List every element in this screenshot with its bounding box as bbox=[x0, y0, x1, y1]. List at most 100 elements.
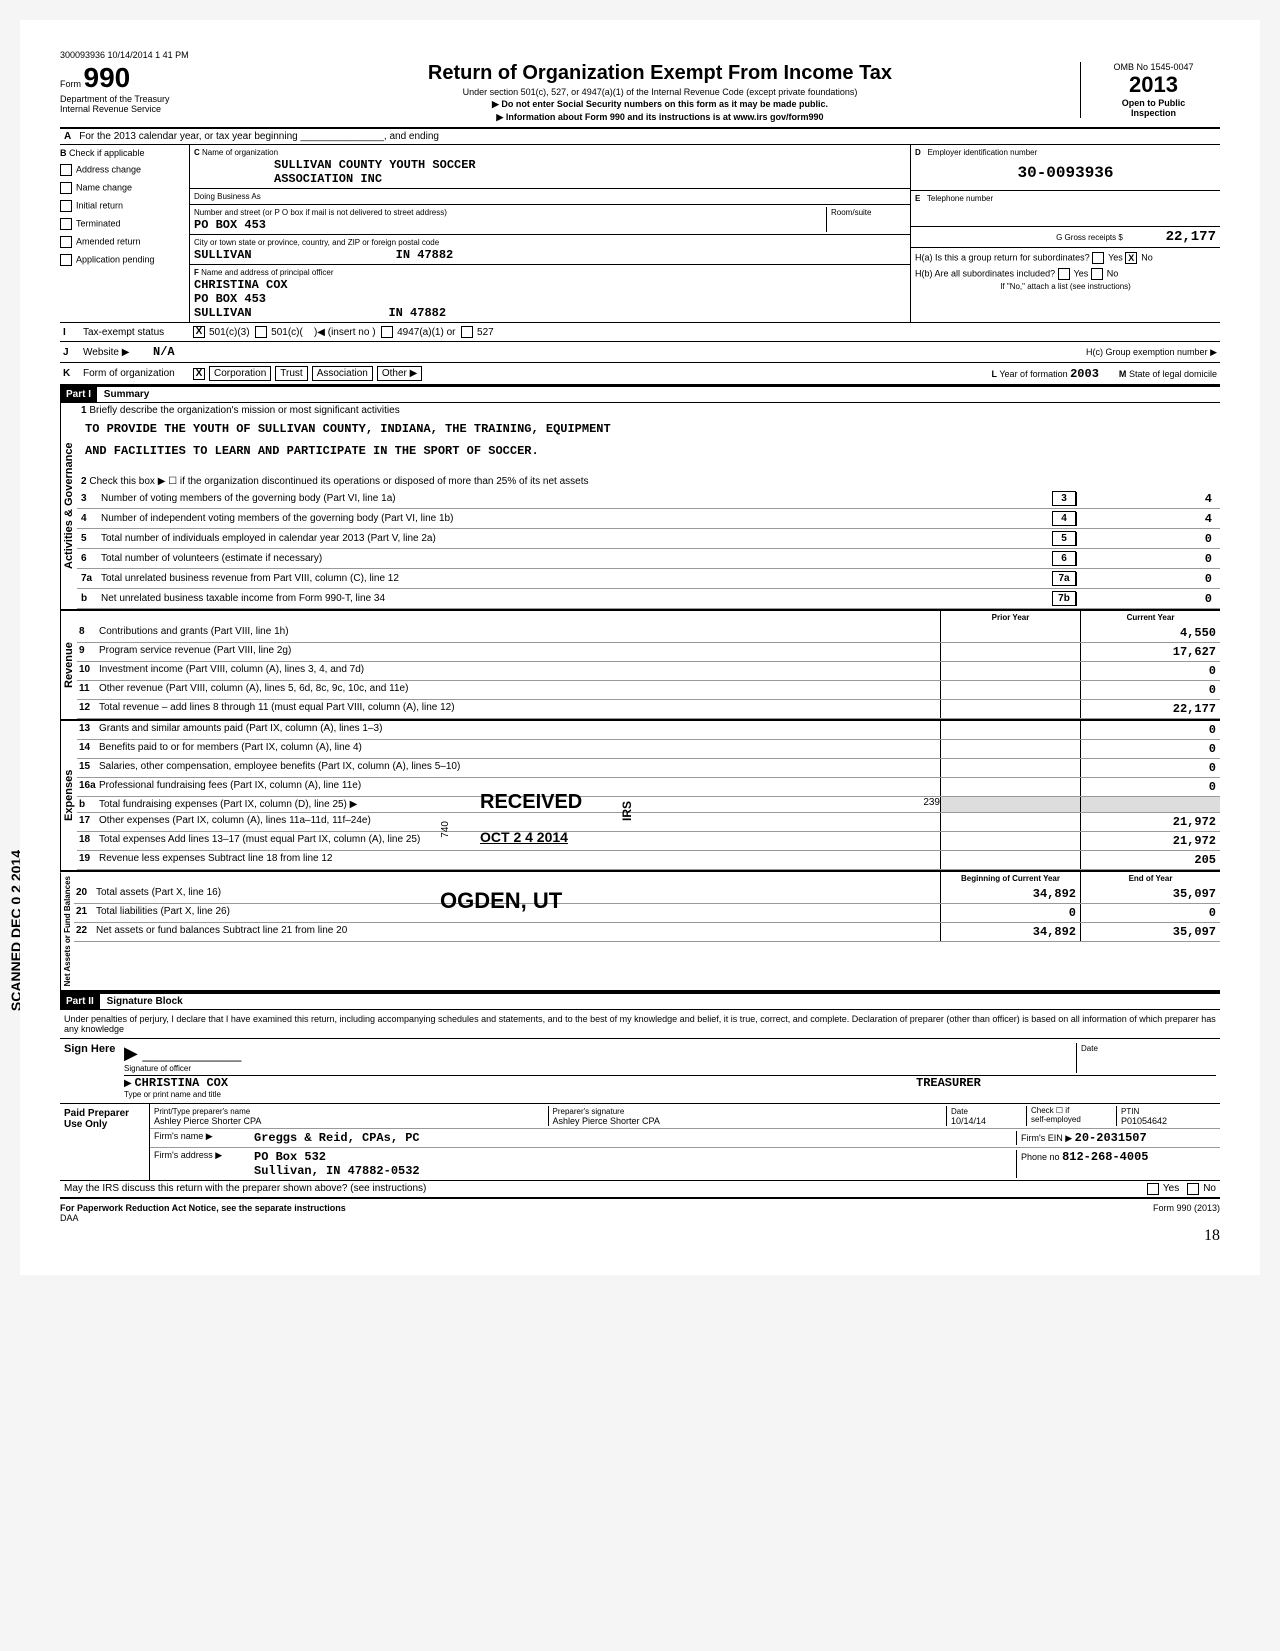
line16a-curr: 0 bbox=[1080, 778, 1220, 796]
amended-label: Amended return bbox=[76, 236, 141, 246]
phone-no-label: Phone no bbox=[1021, 1152, 1060, 1162]
terminated-check[interactable] bbox=[60, 218, 72, 230]
firm-name: Greggs & Reid, CPAs, PC bbox=[254, 1131, 1016, 1145]
line16b-inline: 239 bbox=[880, 797, 940, 812]
line13-text: Grants and similar amounts paid (Part IX… bbox=[97, 721, 940, 739]
app-pending-check[interactable] bbox=[60, 254, 72, 266]
line22-text: Net assets or fund balances Subtract lin… bbox=[94, 923, 940, 941]
officer-title: TREASURER bbox=[916, 1076, 981, 1090]
dept-treasury: Department of the Treasury bbox=[60, 94, 240, 104]
corp-label: Corporation bbox=[209, 366, 271, 381]
perjury-text: Under penalties of perjury, I declare th… bbox=[60, 1010, 1220, 1039]
firm-name-label: Firm's name ▶ bbox=[154, 1131, 213, 1141]
line14-curr: 0 bbox=[1080, 740, 1220, 758]
form-org-label: Form of organization bbox=[83, 368, 193, 379]
line12-curr: 22,177 bbox=[1080, 700, 1220, 718]
527-check[interactable] bbox=[461, 326, 473, 338]
org-name2: ASSOCIATION INC bbox=[274, 172, 382, 186]
yes-label: Yes bbox=[1163, 1183, 1179, 1195]
received-stamp: RECEIVED bbox=[480, 791, 582, 814]
org-city: SULLIVAN bbox=[194, 248, 252, 262]
self-emp-label: self-employed bbox=[1031, 1115, 1081, 1124]
phone-label: Telephone number bbox=[927, 194, 993, 203]
hc-note: If "No," attach a list (see instructions… bbox=[915, 282, 1216, 291]
tax-year: 2013 bbox=[1087, 72, 1220, 98]
line14-text: Benefits paid to or for members (Part IX… bbox=[97, 740, 940, 758]
hc-label: H(c) Group exemption number ▶ bbox=[1086, 347, 1217, 358]
ogden-stamp: OGDEN, UT bbox=[440, 888, 562, 914]
app-pending-label: Application pending bbox=[76, 254, 155, 264]
corp-check[interactable]: X bbox=[193, 368, 205, 380]
hb-no-check[interactable] bbox=[1091, 268, 1103, 280]
year-formation-label: Year of formation bbox=[999, 369, 1067, 379]
daa-label: DAA bbox=[60, 1213, 79, 1223]
line3-val: 4 bbox=[1076, 492, 1216, 506]
line7a-val: 0 bbox=[1076, 572, 1216, 586]
initial-return-check[interactable] bbox=[60, 200, 72, 212]
received-date-stamp: OCT 2 4 2014 bbox=[480, 829, 568, 845]
part1-title: Summary bbox=[100, 387, 154, 402]
line13-curr: 0 bbox=[1080, 721, 1220, 739]
prep-sig-label: Preparer's signature bbox=[553, 1107, 625, 1116]
addr-change-check[interactable] bbox=[60, 164, 72, 176]
officer-label: Name and address of principal officer bbox=[201, 268, 333, 277]
prep-date: 10/14/14 bbox=[951, 1116, 986, 1126]
form-title: Return of Organization Exempt From Incom… bbox=[240, 62, 1080, 85]
501c-check[interactable] bbox=[255, 326, 267, 338]
line12-text: Total revenue – add lines 8 through 11 (… bbox=[97, 700, 940, 718]
officer-print-name: CHRISTINA COX bbox=[134, 1076, 228, 1090]
part1-header: Part I bbox=[60, 387, 97, 402]
form-prefix: Form bbox=[60, 79, 81, 89]
expenses-label: Expenses bbox=[60, 721, 77, 870]
mission-line1: TO PROVIDE THE YOUTH OF SULLIVAN COUNTY,… bbox=[77, 418, 1220, 440]
gross-receipts: 22,177 bbox=[1166, 229, 1216, 245]
line-a: For the 2013 calendar year, or tax year … bbox=[79, 131, 439, 142]
line3-box: 3 bbox=[1052, 491, 1076, 506]
beg-year-header: Beginning of Current Year bbox=[940, 872, 1080, 885]
trust-label: Trust bbox=[275, 366, 307, 381]
501c3-check[interactable]: X bbox=[193, 326, 205, 338]
page-number: 18 bbox=[60, 1227, 1220, 1245]
line4-box: 4 bbox=[1052, 511, 1076, 526]
line15-curr: 0 bbox=[1080, 759, 1220, 777]
firm-phone: 812-268-4005 bbox=[1062, 1150, 1148, 1164]
open-public: Open to Public bbox=[1087, 98, 1220, 108]
type-print-label: Type or print name and title bbox=[124, 1090, 1216, 1099]
addr-change-label: Address change bbox=[76, 164, 141, 174]
ha-no-check[interactable]: X bbox=[1125, 252, 1137, 264]
line18-curr: 21,972 bbox=[1080, 832, 1220, 850]
check-if-label: Check ☐ if bbox=[1031, 1106, 1069, 1115]
line5-text: Total number of individuals employed in … bbox=[101, 533, 1052, 544]
form-header: Form 990 Department of the Treasury Inte… bbox=[60, 62, 1220, 129]
ein-value: 30-0093936 bbox=[915, 158, 1216, 188]
line5-box: 5 bbox=[1052, 531, 1076, 546]
website-value: N/A bbox=[153, 345, 175, 359]
firm-ein-label: Firm's EIN ▶ bbox=[1021, 1133, 1072, 1143]
ha-yes-check[interactable] bbox=[1092, 252, 1104, 264]
line22-prior: 34,892 bbox=[940, 923, 1080, 941]
initial-return-label: Initial return bbox=[76, 200, 123, 210]
prep-name-label: Print/Type preparer's name bbox=[154, 1107, 250, 1116]
4947-label: 4947(a)(1) or bbox=[397, 327, 455, 338]
amended-check[interactable] bbox=[60, 236, 72, 248]
other-label: Other ▶ bbox=[377, 366, 422, 381]
line5-val: 0 bbox=[1076, 532, 1216, 546]
discuss-text: May the IRS discuss this return with the… bbox=[64, 1183, 1147, 1195]
line8-curr: 4,550 bbox=[1080, 624, 1220, 642]
prior-year-header: Prior Year bbox=[940, 611, 1080, 624]
state-domicile-label: State of legal domicile bbox=[1129, 369, 1217, 379]
line11-curr: 0 bbox=[1080, 681, 1220, 699]
no-label: No bbox=[1203, 1183, 1216, 1195]
discuss-no-check[interactable] bbox=[1187, 1183, 1199, 1195]
assoc-label: Association bbox=[312, 366, 373, 381]
ha-label: H(a) Is this a group return for subordin… bbox=[915, 252, 1090, 262]
discuss-yes-check[interactable] bbox=[1147, 1183, 1159, 1195]
part2-header: Part II bbox=[60, 994, 100, 1009]
name-change-check[interactable] bbox=[60, 182, 72, 194]
527-label: 527 bbox=[477, 327, 494, 338]
dba-label: Doing Business As bbox=[194, 192, 261, 201]
hb-yes-check[interactable] bbox=[1058, 268, 1070, 280]
4947-check[interactable] bbox=[381, 326, 393, 338]
omb-number: OMB No 1545-0047 bbox=[1087, 62, 1220, 72]
line6-text: Total number of volunteers (estimate if … bbox=[101, 553, 1052, 564]
